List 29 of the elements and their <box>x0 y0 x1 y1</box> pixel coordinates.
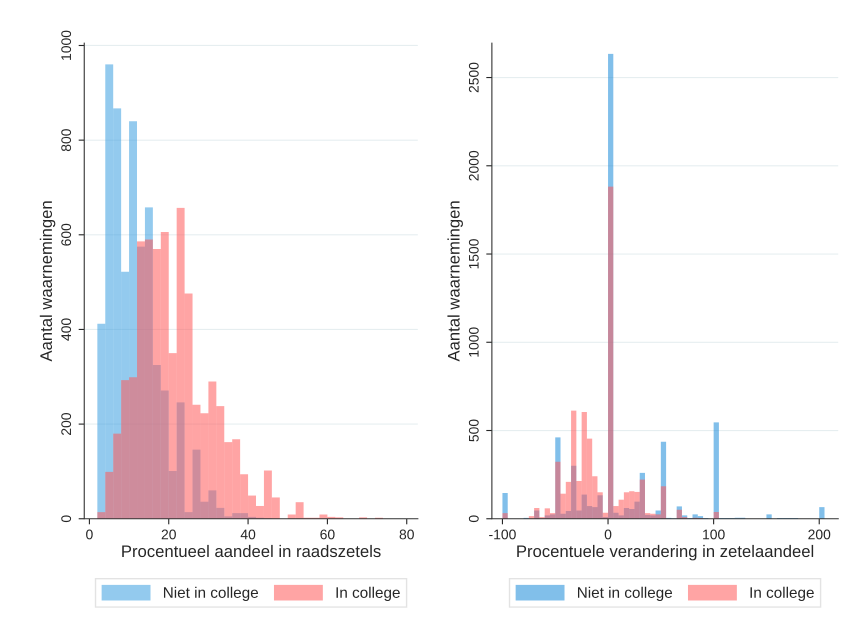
x-tick-label: -100 <box>489 530 516 540</box>
y-tick-label: 500 <box>468 419 479 442</box>
legend-label: Niet in college <box>164 586 258 601</box>
y-tick-label: 600 <box>61 224 72 246</box>
y-tick-label: 1000 <box>61 30 72 60</box>
x-tick-label: 60 <box>320 530 335 540</box>
x-tick-label: 40 <box>240 530 256 540</box>
x-axis-title: Procentuele verandering in zetelaandeel <box>517 544 814 560</box>
y-tick-label: 800 <box>61 129 72 152</box>
y-tick-label: 1000 <box>468 327 479 357</box>
legend-label: Niet in college <box>578 586 672 601</box>
y-tick-label: 0 <box>61 515 72 522</box>
y-tick-label: 0 <box>468 515 479 522</box>
y-axis-title: Aantal waarnemingen <box>40 201 56 362</box>
x-axis-title: Procentueel aandeel in raadszetels <box>122 544 381 558</box>
y-tick-label: 1500 <box>468 239 479 268</box>
x-tick-label: 20 <box>162 530 176 540</box>
y-axis-title: Aantal waarnemingen <box>447 201 463 362</box>
y-tick-label: 400 <box>61 318 72 341</box>
y-tick-label: 2000 <box>468 150 479 181</box>
x-tick-label: 80 <box>400 530 414 540</box>
x-tick-label: 0 <box>86 530 93 540</box>
x-tick-label: 0 <box>604 530 612 540</box>
x-tick-label: 100 <box>703 530 725 540</box>
y-tick-label: 200 <box>61 413 72 435</box>
y-tick-label: 2500 <box>468 62 479 92</box>
legend-label: In college <box>750 586 814 601</box>
legend-label: In college <box>336 586 400 601</box>
x-tick-label: 200 <box>808 530 830 540</box>
